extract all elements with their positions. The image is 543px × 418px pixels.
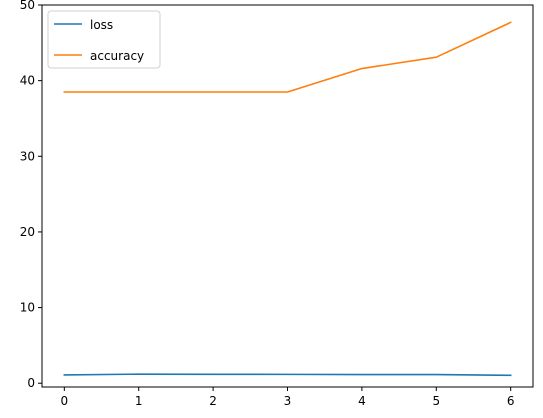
y-tick-label: 10 — [20, 301, 35, 315]
x-tick-label: 0 — [60, 394, 68, 408]
y-tick-label: 50 — [20, 0, 35, 12]
y-tick-label: 40 — [20, 74, 35, 88]
x-tick-label: 4 — [358, 394, 366, 408]
x-tick-label: 2 — [209, 394, 217, 408]
series-line-accuracy — [63, 21, 512, 93]
series-line-loss — [63, 373, 512, 377]
series-layer — [63, 21, 512, 377]
legend: loss accuracy — [47, 10, 161, 69]
y-tick-label: 30 — [20, 149, 35, 163]
ticks-layer: 0 1 2 3 4 5 6 0 10 20 30 40 50 — [20, 0, 515, 408]
legend-box — [47, 10, 161, 69]
x-tick-label: 1 — [135, 394, 143, 408]
x-tick-label: 5 — [432, 394, 440, 408]
x-tick-label: 3 — [284, 394, 292, 408]
legend-label-accuracy: accuracy — [90, 49, 144, 63]
x-tick-label: 6 — [507, 394, 515, 408]
y-tick-label: 20 — [20, 225, 35, 239]
y-tick-label: 0 — [27, 376, 35, 390]
legend-label-loss: loss — [90, 18, 113, 32]
